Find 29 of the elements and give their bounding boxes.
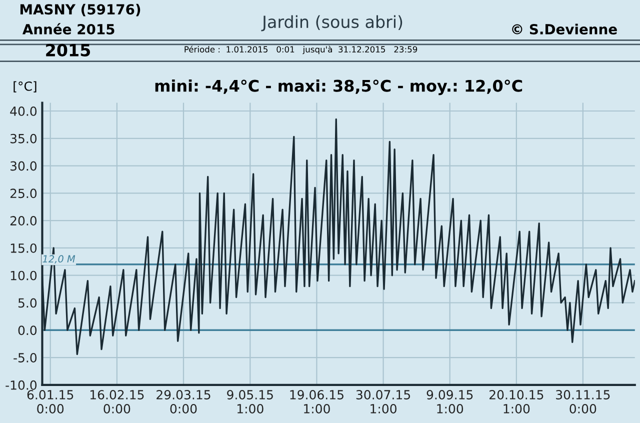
text: Année 2015 — [22, 23, 114, 34]
text: Période : 1.01.2015 0:01 jusqu'à 31.12.2015 23:59 — [184, 46, 418, 54]
ref-line-label: 12,0 M — [42, 255, 76, 264]
x-tick-label: 16.02.15 0:00 — [90, 390, 144, 414]
x-tick-label: 6.01.15 0:00 — [27, 390, 74, 414]
x-tick-label: 29.03.15 0:00 — [156, 390, 210, 414]
y-tick-label: 15.0 — [10, 243, 37, 253]
y-tick-label: 10.0 — [10, 270, 37, 280]
y-tick-label: -5.0 — [14, 353, 37, 362]
text: MASNY (59176) — [20, 4, 140, 16]
chart-subtitle: mini: -4,4°C - maxi: 38,5°C - moy.: 12,0°C — [155, 79, 522, 96]
y-tick-label: -10.0 — [6, 380, 37, 390]
y-tick-label: 5.0 — [18, 298, 37, 308]
x-tick-label: 30.07.15 1:00 — [356, 390, 410, 414]
y-tick-label: 40.0 — [10, 106, 37, 116]
y-axis-title: [°C] — [14, 81, 36, 92]
y-tick-label: 0.0 — [18, 326, 37, 336]
x-tick-label: 9.05.15 1:00 — [227, 390, 273, 414]
x-tick-label: 20.10.15 1:00 — [490, 390, 544, 414]
text: © S.Devienne — [512, 24, 617, 34]
text: 2015 — [46, 44, 90, 56]
y-tick-label: 25.0 — [10, 188, 37, 198]
x-tick-label: 30.11.15 0:00 — [556, 390, 610, 414]
y-tick-label: 20.0 — [10, 216, 37, 226]
x-tick-label: 19.06.15 1:00 — [290, 390, 344, 414]
x-tick-label: 9.09.15 1:00 — [426, 390, 473, 414]
y-tick-label: 35.0 — [10, 134, 37, 144]
y-tick-label: 30.0 — [10, 161, 37, 171]
chart-title: Jardin (sous abri) — [261, 15, 402, 32]
